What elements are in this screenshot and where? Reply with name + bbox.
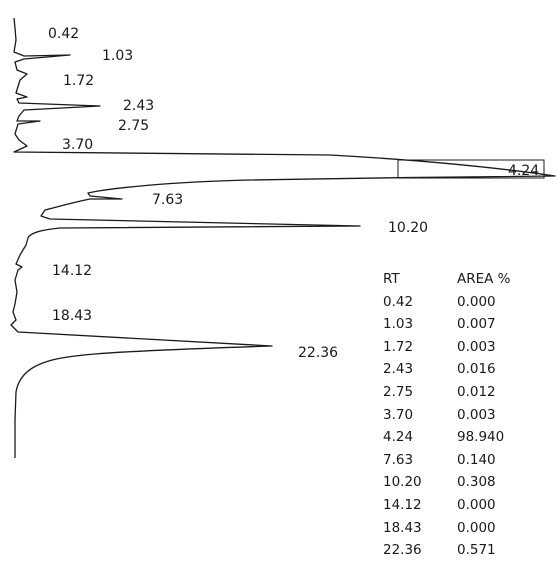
table-row: 1.72 0.003: [383, 336, 547, 359]
table-row: 2.75 0.012: [383, 381, 547, 404]
peak-label: 1.03: [102, 48, 133, 64]
table-cell-area: 0.000: [457, 496, 496, 513]
table-row: 18.43 0.000: [383, 517, 547, 540]
table-cell-area: 0.308: [457, 474, 496, 491]
table-header-row: RT AREA %: [383, 268, 547, 291]
table-cell-rt: 1.03: [383, 316, 414, 333]
peak-label: 22.36: [298, 345, 338, 361]
table-row: 2.43 0.016: [383, 358, 547, 381]
peak-label: 0.42: [48, 26, 79, 42]
peak-label: 7.63: [152, 192, 183, 208]
table-row: 0.42 0.000: [383, 291, 547, 314]
table-cell-rt: 10.20: [383, 474, 422, 491]
table-row: 10.20 0.308: [383, 471, 547, 494]
peak-label: 18.43: [52, 308, 92, 324]
table-row: 4.24 98.940: [383, 426, 547, 449]
table-cell-area: 0.003: [457, 406, 496, 423]
peak-area-table: RT AREA % 0.42 0.000 1.03 0.007 1.72 0.003 2.4…: [383, 268, 547, 562]
table-cell-area: 0.140: [457, 451, 496, 468]
peak-label: 2.43: [123, 98, 154, 114]
table-cell-area: 0.007: [457, 316, 496, 333]
table-row: 14.12 0.000: [383, 494, 547, 517]
table-cell-area: 0.012: [457, 383, 496, 400]
table-cell-area: 0.016: [457, 361, 496, 378]
table-cell-rt: 2.43: [383, 361, 414, 378]
table-row: 3.70 0.003: [383, 404, 547, 427]
table-cell-area: 0.000: [457, 293, 496, 310]
table-cell-area: 0.571: [457, 542, 496, 559]
table-cell-rt: 1.72: [383, 338, 414, 355]
table-cell-rt: 0.42: [383, 293, 414, 310]
chromatogram-trace: [10, 17, 556, 458]
table-cell-rt: 18.43: [383, 519, 422, 536]
table-cell-area: 0.003: [457, 338, 496, 355]
table-row: 1.03 0.007: [383, 313, 547, 336]
table-cell-area: 98.940: [457, 429, 505, 446]
header-rt: RT: [383, 271, 400, 287]
peak-label: 4.24: [508, 163, 539, 179]
peak-label: 2.75: [118, 118, 149, 134]
table-row: 7.63 0.140: [383, 449, 547, 472]
peak-label: 10.20: [388, 220, 428, 236]
table-cell-area: 0.000: [457, 519, 496, 536]
table-cell-rt: 22.36: [383, 542, 422, 559]
header-area: AREA %: [457, 271, 511, 287]
table-cell-rt: 7.63: [383, 451, 414, 468]
table-row: 22.36 0.571: [383, 539, 547, 562]
peak-label: 14.12: [52, 263, 92, 279]
peak-label: 1.72: [63, 73, 94, 89]
table-cell-rt: 14.12: [383, 496, 422, 513]
main-peak-box: [397, 159, 545, 179]
table-cell-rt: 4.24: [383, 429, 414, 446]
table-cell-rt: 3.70: [383, 406, 414, 423]
peak-label: 3.70: [62, 137, 93, 153]
table-cell-rt: 2.75: [383, 383, 414, 400]
